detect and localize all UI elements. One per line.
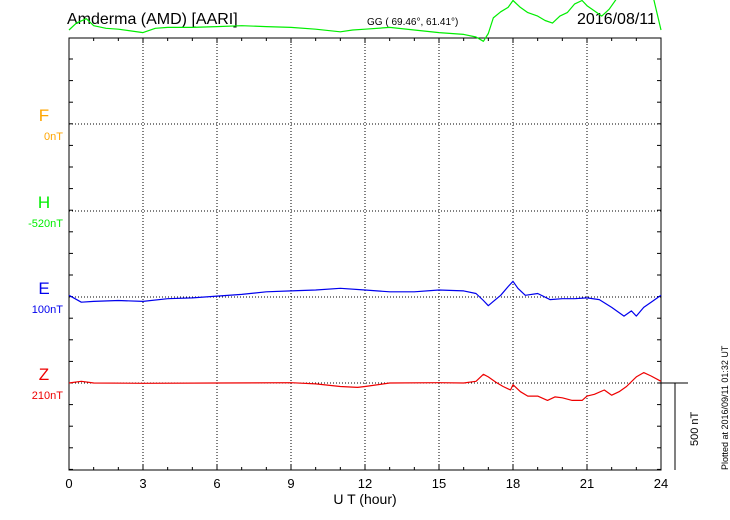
channel-baseline-e: 100nT	[32, 304, 63, 316]
x-tick-label: 15	[432, 476, 446, 491]
x-tick-label: 0	[65, 476, 72, 491]
series-line-z	[68, 372, 662, 401]
x-tick-labels: 0 3 6 9 12 15 18 21 24	[65, 476, 668, 491]
channel-name-f: F	[39, 106, 49, 125]
plotted-timestamp: Plotted at 2016/09/11 01:32 UT	[720, 345, 730, 470]
scale-bar	[661, 382, 688, 470]
grid-lines	[69, 38, 661, 470]
x-tick-label: 9	[287, 476, 294, 491]
x-tick-label: 3	[139, 476, 146, 491]
axis-ticks	[68, 38, 662, 470]
channel-baseline-h: -520nT	[28, 218, 63, 230]
station-title: Amderma (AMD) [AARI]	[67, 11, 238, 28]
x-axis-label: U T (hour)	[333, 491, 396, 507]
channel-name-h: H	[38, 193, 50, 212]
series-line-e	[68, 280, 662, 317]
series-line-h	[68, 0, 662, 42]
data-series	[68, 0, 662, 401]
x-tick-label: 21	[580, 476, 594, 491]
channel-baseline-f: 0nT	[44, 131, 63, 143]
x-tick-label: 18	[506, 476, 520, 491]
x-tick-label: 6	[213, 476, 220, 491]
channel-name-z: Z	[39, 365, 49, 384]
channel-labels: F 0nT H -520nT E 100nT Z 210nT	[28, 106, 63, 402]
channel-baseline-z: 210nT	[32, 390, 63, 402]
x-tick-label: 24	[654, 476, 668, 491]
channel-name-e: E	[38, 279, 49, 298]
x-tick-label: 12	[358, 476, 372, 491]
scale-bar-label: 500 nT	[689, 411, 701, 446]
geo-coordinates: GG ( 69.46°, 61.41°)	[367, 17, 459, 28]
plot-date: 2016/08/11	[577, 11, 656, 28]
